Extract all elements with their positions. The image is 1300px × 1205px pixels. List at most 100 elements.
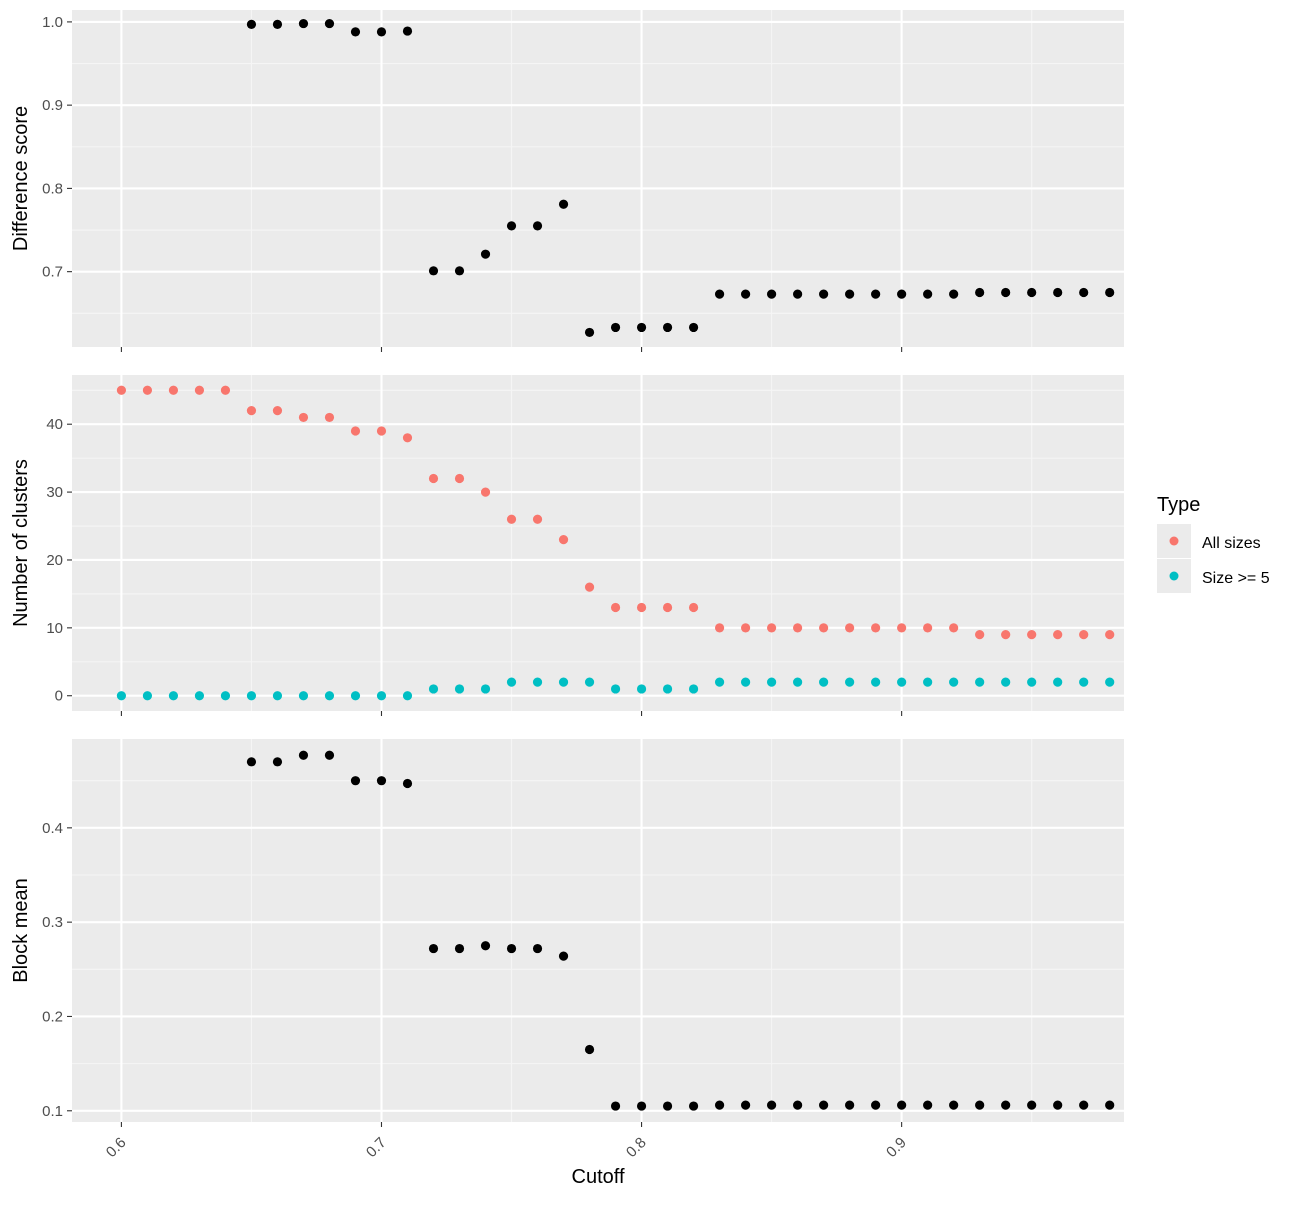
data-point <box>480 941 491 951</box>
data-point <box>1027 630 1037 640</box>
y-tick-label: 1.0 <box>42 14 63 31</box>
data-point <box>480 684 491 694</box>
data-point <box>1079 630 1089 640</box>
data-point <box>194 691 205 701</box>
data-point <box>923 1100 933 1110</box>
data-point <box>793 677 803 687</box>
data-point <box>272 691 283 701</box>
data-point <box>688 602 699 613</box>
data-point <box>871 289 881 299</box>
y-tick-label: 30 <box>46 484 63 501</box>
data-point <box>402 691 413 701</box>
x-tick-label: 0.6 <box>103 1134 130 1161</box>
data-point <box>454 473 465 484</box>
data-point <box>324 412 335 423</box>
data-point <box>636 322 647 333</box>
series-3-1 <box>246 750 1115 1111</box>
data-point <box>793 289 803 299</box>
data-point <box>1053 287 1063 298</box>
x-axis-title: Cutoff <box>572 1166 625 1188</box>
data-point <box>949 623 959 633</box>
y-tick-label: 0.8 <box>42 180 63 197</box>
data-point <box>949 289 959 299</box>
data-point <box>350 776 361 786</box>
y-tick-label: 40 <box>46 416 63 433</box>
data-point <box>845 623 855 633</box>
data-point <box>1079 1100 1089 1110</box>
data-point <box>636 1101 647 1111</box>
data-point <box>194 385 205 395</box>
data-point <box>376 27 387 37</box>
data-point <box>662 322 673 333</box>
data-point <box>272 19 283 30</box>
series-2-1 <box>116 385 1115 640</box>
data-point <box>871 623 881 633</box>
data-point <box>584 582 595 592</box>
data-point <box>324 750 335 760</box>
data-point <box>949 1100 959 1110</box>
data-point <box>610 322 621 333</box>
data-point <box>376 691 387 701</box>
data-point <box>402 433 413 443</box>
y-tick-label: 0.2 <box>42 1008 63 1025</box>
legend-label-all-sizes: All sizes <box>1202 535 1261 552</box>
legend-key-size-ge5 <box>1169 571 1179 581</box>
data-point <box>1027 287 1037 298</box>
data-point <box>688 684 699 694</box>
data-point <box>142 691 153 701</box>
y-tick-label: 0.7 <box>42 264 63 281</box>
data-point <box>766 1100 777 1110</box>
legend-label-size-ge5: Size >= 5 <box>1202 570 1270 587</box>
data-point <box>298 691 309 701</box>
panel-background <box>72 375 1124 711</box>
data-point <box>142 385 153 395</box>
panel-background <box>72 739 1124 1122</box>
y-tick-label: 10 <box>46 620 63 637</box>
data-point <box>714 623 725 633</box>
data-point <box>116 691 127 701</box>
data-point <box>793 623 803 633</box>
data-point <box>871 677 881 687</box>
data-point <box>324 691 335 701</box>
data-point <box>975 630 985 640</box>
data-point <box>766 677 777 687</box>
data-point <box>246 406 257 416</box>
data-point <box>402 778 413 789</box>
data-point <box>558 677 569 687</box>
data-point <box>558 199 569 209</box>
data-point <box>506 514 517 524</box>
data-point <box>324 18 335 29</box>
y-axis-title: Difference score <box>10 106 32 251</box>
data-point <box>584 1044 595 1055</box>
data-point <box>428 943 439 954</box>
data-point <box>480 249 491 259</box>
data-point <box>454 684 465 694</box>
data-point <box>1105 677 1115 687</box>
data-point <box>558 951 569 961</box>
data-point <box>584 327 595 338</box>
data-point <box>454 943 465 954</box>
data-point <box>819 1100 829 1110</box>
data-point <box>688 1101 699 1111</box>
data-point <box>1001 1100 1011 1110</box>
data-point <box>793 1100 803 1110</box>
x-tick-label: 0.8 <box>623 1134 650 1161</box>
data-point <box>610 602 621 613</box>
data-point <box>1105 287 1115 298</box>
data-point <box>454 266 465 276</box>
data-point <box>1053 1100 1063 1110</box>
data-point <box>975 287 985 298</box>
data-point <box>350 426 361 436</box>
data-point <box>975 1100 985 1110</box>
data-point <box>376 426 387 436</box>
series-1-1 <box>246 18 1115 338</box>
data-point <box>845 289 855 299</box>
data-point <box>402 26 413 36</box>
data-point <box>220 691 231 701</box>
data-point <box>506 677 517 687</box>
legend-key-all-sizes <box>1169 536 1179 546</box>
data-point <box>376 776 387 786</box>
data-point <box>480 487 491 497</box>
data-point <box>246 19 257 30</box>
